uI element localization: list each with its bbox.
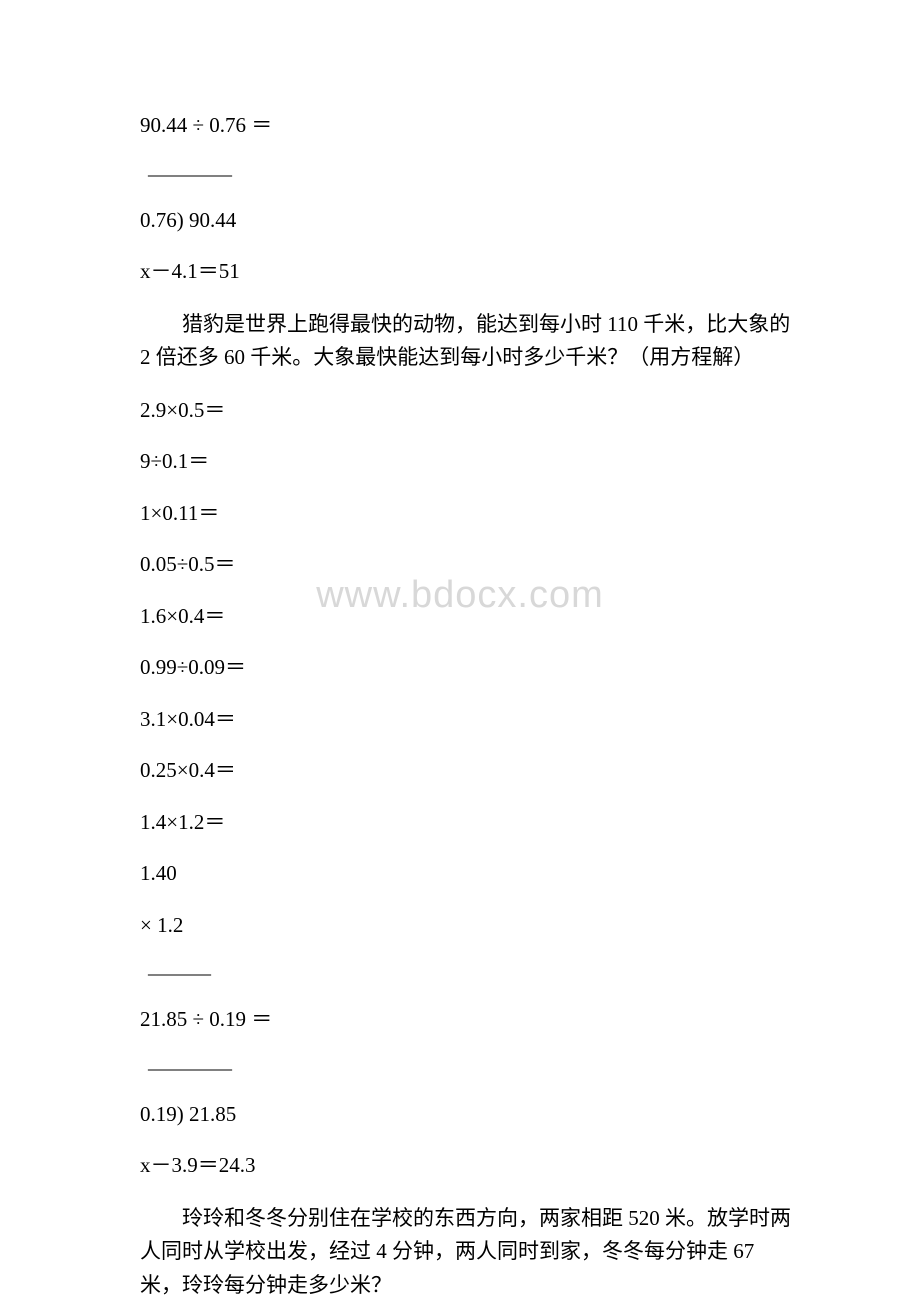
word-problem-1: 猎豹是世界上跑得最快的动物，能达到每小时 110 千米，比大象的 2 倍还多 6…	[140, 308, 800, 375]
equation: x－4.1＝51	[140, 256, 800, 288]
math-expression: 1.6×0.4＝	[140, 601, 800, 633]
math-expression: 9÷0.1＝	[140, 446, 800, 478]
math-expression: 1×0.11＝	[140, 498, 800, 530]
word-problem-2: 玲玲和冬冬分别住在学校的东西方向，两家相距 520 米。放学时两人同时从学校出发…	[140, 1202, 800, 1302]
math-expression: 0.25×0.4＝	[140, 755, 800, 787]
vertical-calc-line: × 1.2	[140, 910, 800, 942]
long-division: 0.76) 90.44	[140, 205, 800, 237]
math-expression: 3.1×0.04＝	[140, 704, 800, 736]
vertical-calc-line: 1.40	[140, 858, 800, 890]
math-expression: 21.85 ÷ 0.19 ＝	[140, 1004, 800, 1036]
math-expression: 2.9×0.5＝	[140, 395, 800, 427]
long-division: 0.19) 21.85	[140, 1099, 800, 1131]
math-expression: 90.44 ÷ 0.76 ＝	[140, 110, 800, 142]
equation: x－3.9＝24.3	[140, 1150, 800, 1182]
division-line: ————	[140, 162, 800, 187]
document-content: 90.44 ÷ 0.76 ＝ ———— 0.76) 90.44 x－4.1＝51…	[140, 110, 800, 1302]
calc-divider: ———	[140, 961, 800, 986]
math-expression: 1.4×1.2＝	[140, 807, 800, 839]
math-expression: 0.99÷0.09＝	[140, 652, 800, 684]
division-line: ————	[140, 1056, 800, 1081]
math-expression: 0.05÷0.5＝	[140, 549, 800, 581]
